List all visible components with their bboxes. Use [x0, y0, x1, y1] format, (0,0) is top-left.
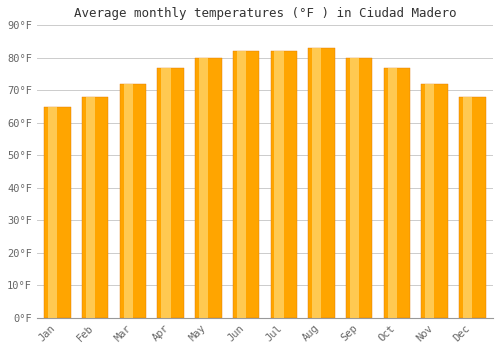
Bar — [388, 68, 397, 318]
Bar — [48, 106, 58, 318]
Bar — [425, 84, 434, 318]
Bar — [44, 106, 70, 318]
Bar — [195, 58, 222, 318]
Bar — [82, 97, 108, 318]
Bar — [312, 48, 322, 318]
Bar — [199, 58, 208, 318]
Bar — [86, 97, 95, 318]
Bar — [236, 51, 246, 318]
Bar — [346, 58, 372, 318]
Bar — [308, 48, 334, 318]
Bar — [158, 68, 184, 318]
Bar — [350, 58, 359, 318]
Bar — [384, 68, 410, 318]
Bar — [162, 68, 170, 318]
Title: Average monthly temperatures (°F ) in Ciudad Madero: Average monthly temperatures (°F ) in Ci… — [74, 7, 456, 20]
Bar — [124, 84, 133, 318]
Bar — [274, 51, 283, 318]
Bar — [463, 97, 472, 318]
Bar — [459, 97, 485, 318]
Bar — [270, 51, 297, 318]
Bar — [120, 84, 146, 318]
Bar — [233, 51, 260, 318]
Bar — [422, 84, 448, 318]
